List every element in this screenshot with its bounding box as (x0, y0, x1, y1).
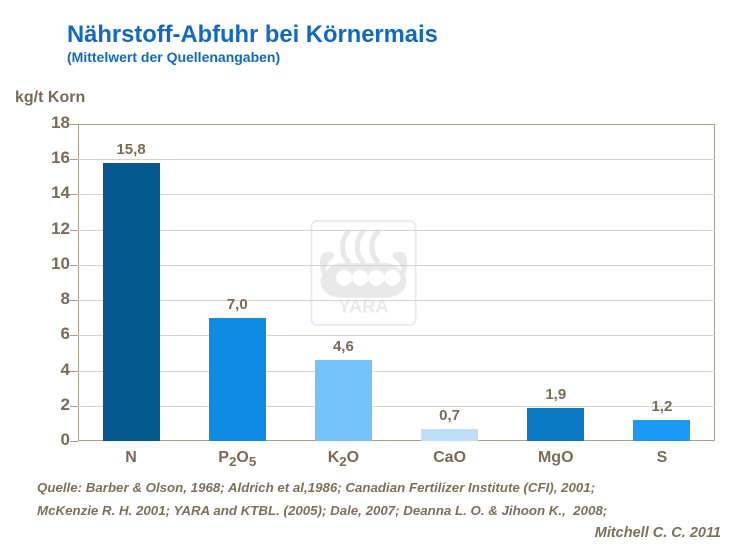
svg-text:YARA: YARA (338, 296, 388, 317)
